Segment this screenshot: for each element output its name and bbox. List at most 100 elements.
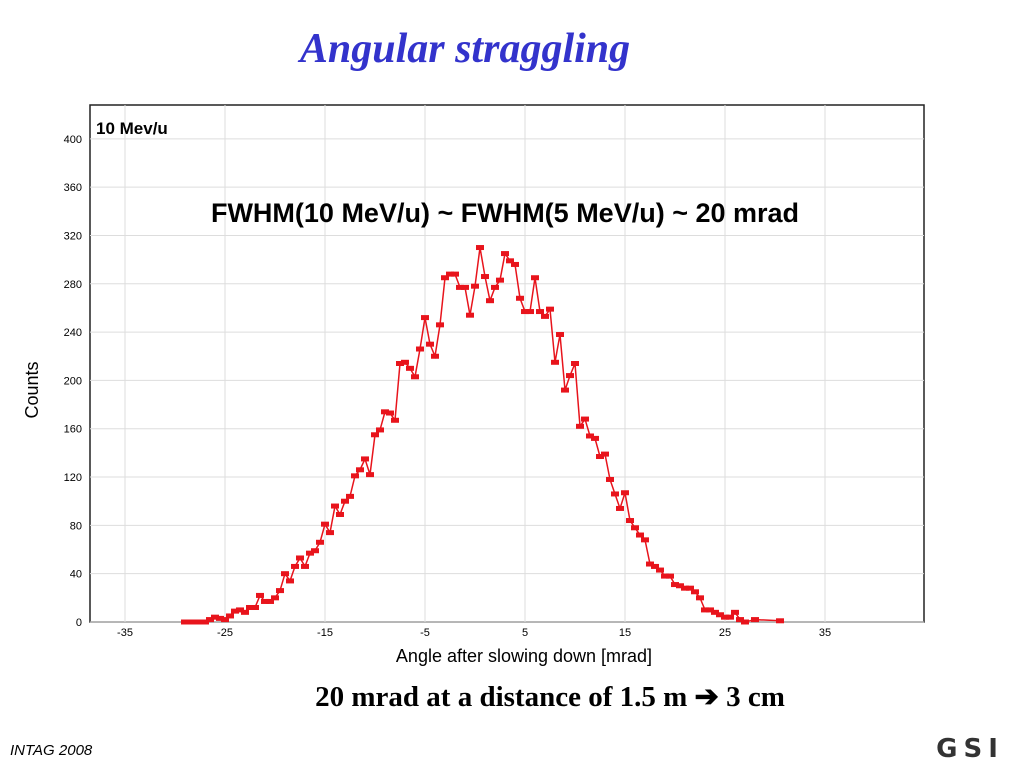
data-point xyxy=(226,613,234,619)
x-axis-label: Angle after slowing down [mrad] xyxy=(396,646,652,666)
data-point xyxy=(216,615,224,621)
data-point xyxy=(556,332,564,338)
data-point xyxy=(466,312,474,318)
data-point xyxy=(281,571,289,577)
x-tick-label: -15 xyxy=(317,627,333,639)
data-point xyxy=(656,567,664,573)
data-point xyxy=(626,518,634,524)
y-tick-label: 360 xyxy=(64,182,82,194)
data-point xyxy=(421,315,429,321)
caption: 20 mrad at a distance of 1.5 m ➔ 3 cm xyxy=(315,681,785,713)
data-point xyxy=(416,346,424,352)
data-point xyxy=(181,619,189,625)
data-point xyxy=(296,555,304,561)
data-point xyxy=(661,573,669,579)
y-tick-label: 400 xyxy=(64,134,82,146)
y-tick-label: 160 xyxy=(64,424,82,436)
data-point xyxy=(751,617,759,623)
data-point xyxy=(586,433,594,439)
data-point xyxy=(256,592,264,598)
data-point xyxy=(631,525,639,531)
data-point xyxy=(696,595,704,601)
data-point xyxy=(401,359,409,365)
data-point xyxy=(666,573,674,579)
data-point xyxy=(266,598,274,604)
data-point xyxy=(731,609,739,615)
data-point xyxy=(636,532,644,538)
x-tick-label: 5 xyxy=(522,627,528,639)
footer: INTAG 2008 xyxy=(10,742,93,759)
data-point xyxy=(486,298,494,304)
annotation: 10 Mev/u xyxy=(96,119,168,138)
plot: 0 40 80 120 160 200 240 280 320 360 400 -35 -25 -15 -5… xyxy=(64,105,924,639)
data-point xyxy=(241,609,249,615)
data-point xyxy=(721,614,729,620)
data-point xyxy=(521,309,529,315)
data-point xyxy=(371,432,379,438)
data-point xyxy=(346,493,354,499)
data-point xyxy=(616,505,624,511)
data-point xyxy=(576,423,584,429)
data-point xyxy=(601,451,609,457)
data-point xyxy=(301,563,309,569)
y-tick-label: 120 xyxy=(64,472,82,484)
data-point xyxy=(776,618,784,624)
plot-area xyxy=(89,104,925,623)
data-point xyxy=(366,472,374,478)
data-point xyxy=(456,284,464,290)
data-point xyxy=(391,417,399,423)
data-point xyxy=(611,491,619,497)
data-point xyxy=(306,550,314,556)
y-tick-label: 200 xyxy=(64,375,82,387)
data-point xyxy=(446,271,454,277)
data-point xyxy=(326,530,334,536)
data-point xyxy=(436,322,444,328)
data-point xyxy=(671,582,679,588)
data-point xyxy=(596,454,604,460)
data-point xyxy=(546,306,554,312)
y-tick-label: 0 xyxy=(76,617,82,629)
data-point xyxy=(231,608,239,614)
data-point xyxy=(741,619,749,625)
data-point xyxy=(426,341,434,347)
data-point xyxy=(351,473,359,479)
data-point xyxy=(451,271,459,277)
x-tick-label: -5 xyxy=(420,627,430,639)
data-point xyxy=(251,605,259,611)
data-point xyxy=(471,283,479,289)
data-point xyxy=(291,563,299,569)
data-point xyxy=(311,548,319,554)
data-point xyxy=(736,617,744,623)
data-point xyxy=(396,361,404,366)
data-point xyxy=(491,284,499,290)
y-tick-label: 320 xyxy=(64,230,82,242)
data-point xyxy=(686,585,694,591)
x-tick-label: -35 xyxy=(117,627,133,639)
data-point xyxy=(191,619,199,625)
data-point xyxy=(341,498,349,504)
data-point xyxy=(221,617,229,623)
logo: GSI xyxy=(936,734,1004,764)
data-point xyxy=(186,619,194,625)
slide-title: Angular straggling xyxy=(297,26,630,72)
data-point xyxy=(701,607,709,613)
data-point xyxy=(411,374,419,380)
data-point xyxy=(651,563,659,569)
data-point xyxy=(201,619,209,625)
data-point xyxy=(336,511,344,517)
x-tick-label: 15 xyxy=(619,627,631,639)
data-point xyxy=(461,284,469,290)
data-point xyxy=(551,359,559,365)
y-tick-label: 240 xyxy=(64,327,82,339)
x-tick-label: -25 xyxy=(217,627,233,639)
data-point xyxy=(606,476,614,482)
data-point xyxy=(261,598,269,604)
data-point xyxy=(286,578,294,584)
data-point xyxy=(681,585,689,591)
data-point xyxy=(646,561,654,567)
data-point xyxy=(711,609,719,615)
data-point xyxy=(431,353,439,359)
data-point xyxy=(716,612,724,618)
data-point xyxy=(211,614,219,620)
x-tick-label: 25 xyxy=(719,627,731,639)
